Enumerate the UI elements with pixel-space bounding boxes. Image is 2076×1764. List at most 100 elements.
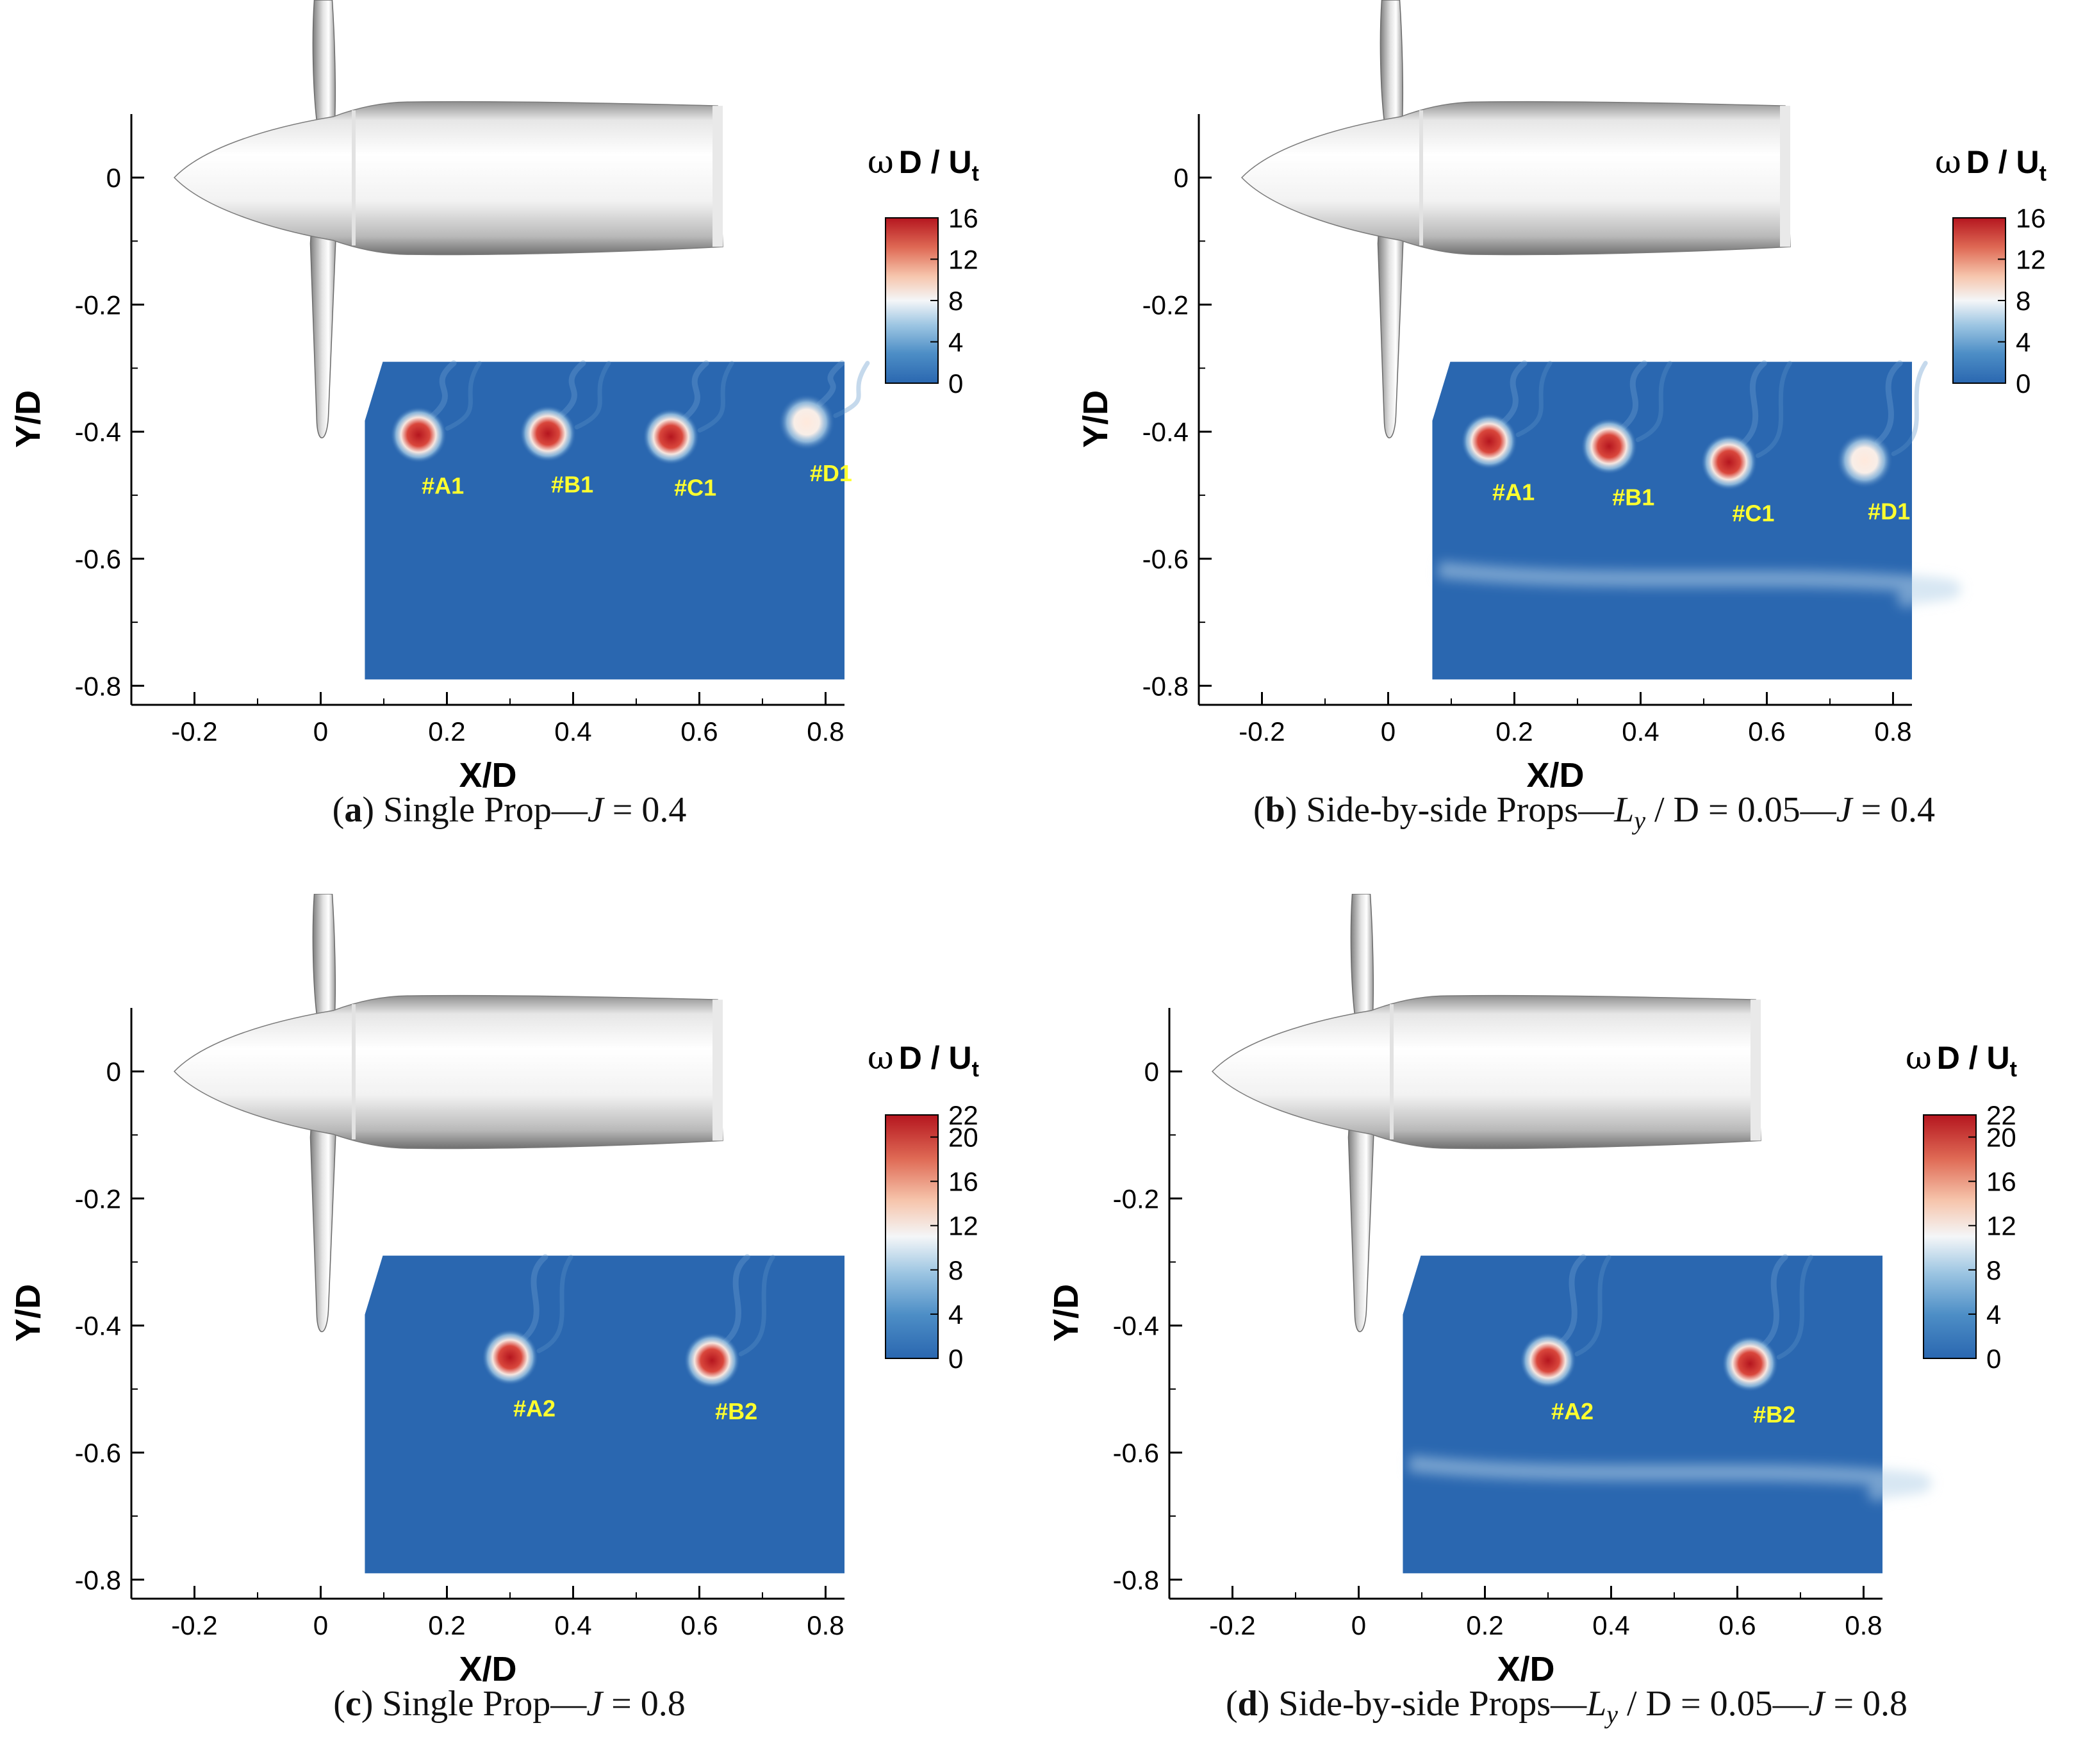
colorbar-scale: [1923, 1114, 1977, 1359]
wake-filaments: [428, 360, 870, 433]
wake-filaments: [1558, 1254, 1813, 1360]
lower-blade: [1347, 1110, 1375, 1332]
vortex-label: #D1: [810, 460, 852, 486]
caption-letter: a: [344, 790, 363, 830]
x-axis-label: X/D: [1526, 756, 1584, 795]
nacelle-rear-face: [713, 106, 723, 247]
colorbar-tick-label: 4: [1986, 1299, 2001, 1330]
colorbar-tick-label: 20: [948, 1123, 978, 1153]
colorbar-tick-label: 4: [948, 1299, 963, 1330]
x-tick-label: 0.8: [807, 1610, 844, 1640]
y-tick-label: -0.6: [75, 544, 121, 574]
axes: -0.2 0 0.2 0.4 0.6 0.8 0 -0.2 -0.4 -0.6 -0.8 X/D Y/D: [9, 114, 844, 795]
vortex-label: #D1: [1868, 498, 1910, 524]
caption-var-l-sub: y: [1634, 806, 1645, 836]
y-tick-label: -0.8: [75, 1565, 121, 1595]
wake-filaments: [1499, 360, 1928, 458]
y-tick-label: 0: [1144, 1057, 1159, 1087]
colorbar-tick-label: 22: [948, 1100, 978, 1130]
caption-var-j: J: [1836, 790, 1852, 830]
colorbar-tick-label: 22: [1986, 1100, 2016, 1130]
caption-value: = 0.4: [1852, 790, 1936, 830]
x-tick-label: 0.4: [554, 1610, 591, 1640]
colorbar-tick-label: 16: [948, 1167, 978, 1197]
caption-b: (b) Side-by-side Props—Ly / D = 0.05—J =…: [1253, 790, 1936, 836]
vortex-core-a1: [390, 406, 447, 463]
colorbar-tick-label: 12: [2016, 245, 2046, 275]
x-axis-label: X/D: [459, 1650, 516, 1688]
caption-var-l: L: [1614, 790, 1635, 830]
vorticity-field: [1403, 1255, 1882, 1574]
vortex-label: #C1: [1732, 500, 1774, 526]
y-axis-label: Y/D: [9, 390, 47, 448]
x-tick-label: 0.4: [1622, 716, 1659, 746]
colorbar-tick-label: 8: [1986, 1255, 2001, 1285]
y-axis-label: Y/D: [9, 1284, 47, 1342]
upper-blade: [1350, 894, 1374, 1016]
x-tick-label: -0.2: [1239, 716, 1285, 746]
axes: -0.2 0 0.2 0.4 0.6 0.8 0 -0.2 -0.4 -0.6 -0.8 X/D Y/D: [1076, 114, 1912, 795]
x-tick-label: -0.2: [1209, 1610, 1255, 1640]
caption-var-j: J: [1808, 1684, 1825, 1724]
colorbar-tick-label: 8: [948, 1255, 963, 1285]
y-tick-label: 0: [106, 1057, 121, 1087]
y-tick-label: 0: [106, 163, 121, 193]
colorbar-tick-label: 4: [2016, 327, 2031, 358]
caption-text: Single Prop—: [374, 790, 588, 830]
caption-text-mid: / D = 0.05—: [1645, 790, 1836, 830]
vortex-label: #B1: [551, 472, 593, 498]
vortex-core-d1: [778, 393, 835, 450]
x-tick-label: 0.6: [1748, 716, 1785, 746]
y-tick-label: -0.2: [1142, 290, 1189, 320]
x-tick-label: 0.8: [807, 716, 844, 746]
vortex-label: #A1: [1492, 479, 1535, 506]
x-tick-label: -0.2: [171, 716, 217, 746]
upper-blade: [312, 0, 336, 122]
x-tick-label: 0.6: [680, 1610, 718, 1640]
nacelle-rear-face: [1751, 1000, 1761, 1141]
caption-value: = 0.8: [602, 1684, 686, 1724]
vortex-core-c1: [1701, 434, 1758, 491]
nacelle-body: [1240, 101, 1791, 256]
panel-c: #A2 #B2 -0.2 0 0.2 0.4 0.6 0.8 0 -0.2 -0.4 -0.6 -0.8…: [9, 894, 979, 1688]
y-tick-label: -0.8: [1113, 1565, 1159, 1595]
caption-text: Side-by-side Props—: [1297, 790, 1615, 830]
colorbar-tick-label: 4: [948, 327, 963, 358]
colorbar-tick-label: 0: [2016, 368, 2031, 399]
x-axis-label: X/D: [459, 756, 516, 795]
vortex-label: #B1: [1612, 484, 1654, 511]
x-tick-label: 0: [1381, 716, 1396, 746]
axes: -0.2 0 0.2 0.4 0.6 0.8 0 -0.2 -0.4 -0.6 -0.8 X/D Y/D: [1047, 1008, 1882, 1688]
caption-c: (c) Single Prop—J = 0.8: [333, 1684, 686, 1724]
y-tick-label: -0.6: [1113, 1438, 1159, 1468]
caption-letter: d: [1237, 1684, 1258, 1724]
nacelle-body: [1211, 994, 1761, 1150]
vorticity-field: [365, 361, 844, 680]
caption-letter: c: [345, 1684, 361, 1724]
y-tick-label: -0.2: [1113, 1183, 1159, 1214]
vortex-label: #A2: [1551, 1398, 1594, 1424]
y-tick-label: -0.2: [75, 1183, 121, 1214]
vortex-label: #A2: [513, 1395, 556, 1421]
vortex-label: #A1: [422, 473, 464, 499]
caption-letter: b: [1265, 790, 1285, 830]
x-axis-label: X/D: [1497, 1650, 1554, 1688]
x-tick-label: 0.4: [554, 716, 591, 746]
x-tick-label: 0.2: [428, 1610, 465, 1640]
vortex-core-a1: [1461, 413, 1518, 470]
caption-text: Single Prop—: [373, 1684, 587, 1724]
caption-var-j: J: [586, 1684, 603, 1724]
wake-filaments: [520, 1254, 775, 1356]
nacelle-rear-face: [713, 1000, 723, 1141]
x-tick-label: 0.2: [428, 716, 465, 746]
lower-blade: [309, 216, 337, 438]
vortex-core-b1: [1581, 418, 1638, 475]
nacelle-body: [173, 101, 723, 256]
vortex-core-b1: [520, 405, 577, 462]
